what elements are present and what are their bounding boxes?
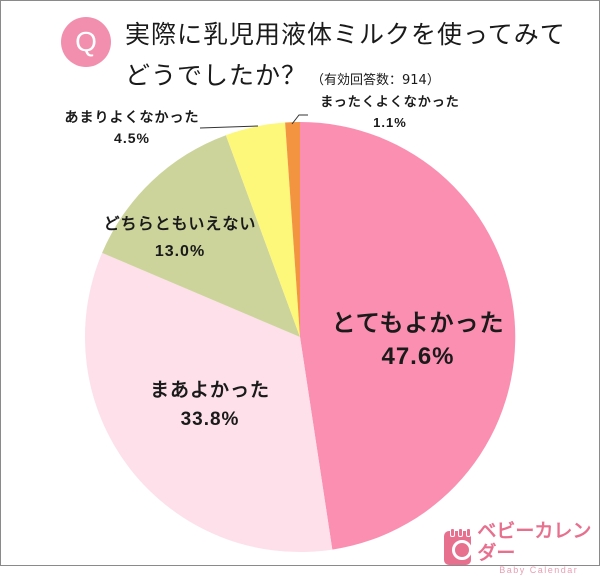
label-bad: まったくよくなかった 1.1% — [300, 93, 480, 133]
slice-neutral — [102, 135, 300, 337]
question-badge-letter: Q — [75, 26, 97, 57]
slice-good — [84, 252, 333, 553]
leader-line-not-good — [199, 125, 259, 129]
calendar-baby-icon — [444, 528, 472, 565]
label-very-good-name: とてもよかった — [331, 309, 505, 337]
slice-very-good — [300, 121, 516, 550]
label-bad-pct: 1.1% — [373, 115, 407, 130]
logo-text: ベビーカレンダー Baby Calendar — [477, 520, 600, 576]
title-line-1: 実際に乳児用液体ミルクを使ってみて — [125, 20, 566, 49]
label-neutral-name: どちらともいえない — [103, 214, 257, 233]
label-good-pct: 33.8% — [180, 409, 240, 430]
question-badge: Q — [61, 17, 111, 67]
chart-title: 実際に乳児用液体ミルクを使ってみて どうでしたか？ （有効回答数：914） — [125, 14, 566, 101]
baby-calendar-logo: ベビーカレンダー Baby Calendar — [444, 520, 600, 576]
label-good: まあよかった 33.8% — [120, 375, 300, 435]
respondents-note: （有効回答数：914） — [311, 73, 440, 88]
label-very-good: とてもよかった 47.6% — [318, 306, 518, 374]
label-bad-name: まったくよくなかった — [320, 95, 460, 110]
label-not-good: あまりよくなかった 4.5% — [52, 108, 212, 148]
label-neutral: どちらともいえない 13.0% — [85, 210, 275, 266]
slice-bad — [285, 121, 300, 337]
title-line-2-text: どうでしたか？ — [125, 61, 308, 90]
label-very-good-pct: 47.6% — [381, 343, 455, 370]
label-not-good-name: あまりよくなかった — [64, 110, 200, 126]
slice-not-good — [225, 122, 300, 337]
leader-line-bad — [291, 114, 308, 125]
label-neutral-pct: 13.0% — [154, 243, 206, 260]
title-line-2: どうでしたか？ （有効回答数：914） — [125, 55, 566, 101]
logo-main-text: ベビーカレンダー — [477, 520, 592, 564]
label-good-name: まあよかった — [149, 379, 270, 401]
label-not-good-pct: 4.5% — [114, 130, 150, 146]
